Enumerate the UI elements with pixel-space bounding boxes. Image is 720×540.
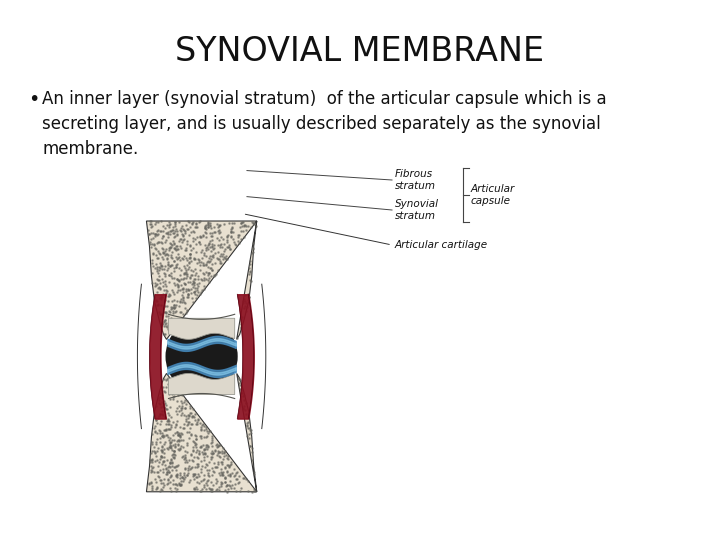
Polygon shape xyxy=(146,374,257,492)
Text: Articular cartilage: Articular cartilage xyxy=(395,240,488,250)
Ellipse shape xyxy=(166,319,238,394)
Polygon shape xyxy=(168,374,235,395)
Polygon shape xyxy=(146,221,257,339)
Text: Fibrous
stratum: Fibrous stratum xyxy=(395,169,436,191)
Text: SYNOVIAL MEMBRANE: SYNOVIAL MEMBRANE xyxy=(176,35,544,68)
Text: Articular
capsule: Articular capsule xyxy=(471,184,516,206)
Text: Synovial
stratum: Synovial stratum xyxy=(395,199,439,221)
Polygon shape xyxy=(168,318,235,339)
Text: An inner layer (synovial stratum)  of the articular capsule which is a
secreting: An inner layer (synovial stratum) of the… xyxy=(42,90,607,158)
Text: •: • xyxy=(28,90,40,109)
